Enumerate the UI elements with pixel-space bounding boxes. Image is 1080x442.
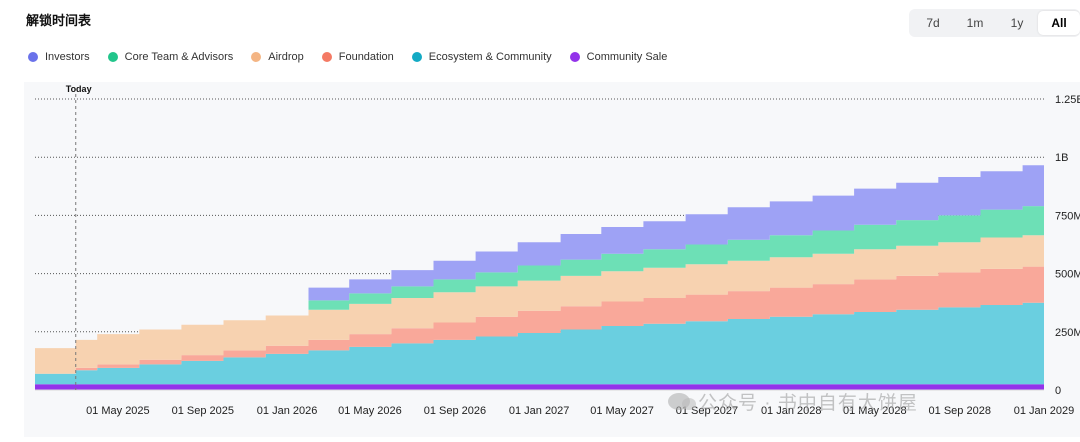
legend-label: Investors bbox=[45, 51, 90, 63]
page-title: 解锁时间表 bbox=[26, 13, 92, 28]
chart-legend: Investors Core Team & Advisors Airdrop Foun… bbox=[28, 51, 685, 63]
legend-item-core-team-and-advisors[interactable]: Core Team & Advisors bbox=[107, 51, 234, 63]
x-tick-label: 01 May 2026 bbox=[338, 405, 402, 417]
legend-dot bbox=[251, 52, 262, 62]
tab-all[interactable]: All bbox=[1038, 11, 1080, 35]
unlock-schedule-chart: 0 250M 500M 750M 1B 1.25B Today 01 May 2025 01 S… bbox=[35, 84, 1080, 417]
x-tick-label: 01 Jan 2027 bbox=[509, 405, 570, 417]
legend-label: Ecosystem & Community bbox=[428, 51, 552, 63]
x-tick-label: 01 May 2025 bbox=[86, 405, 150, 417]
x-tick-label: 01 Sep 2027 bbox=[676, 405, 738, 417]
tab-1y[interactable]: 1y bbox=[1010, 16, 1024, 30]
legend-item-foundation[interactable]: Foundation bbox=[321, 51, 394, 63]
x-tick-label: 01 May 2027 bbox=[590, 405, 654, 417]
legend-item-airdrop[interactable]: Airdrop bbox=[251, 51, 304, 63]
x-tick-label: 01 Jan 2028 bbox=[761, 405, 822, 417]
today-label: Today bbox=[66, 84, 92, 94]
legend-label: Foundation bbox=[338, 51, 394, 63]
chart-panel: 0 250M 500M 750M 1B 1.25B Today 01 May 2025 01 S… bbox=[24, 82, 1080, 437]
tab-7d[interactable]: 7d bbox=[926, 16, 940, 30]
x-tick-label: 01 Jan 2029 bbox=[1014, 405, 1075, 417]
x-tick-label: 01 Sep 2025 bbox=[172, 405, 234, 417]
legend-dot bbox=[107, 52, 118, 62]
x-tick-label: 01 Jan 2026 bbox=[257, 405, 318, 417]
y-tick-label: 1B bbox=[1055, 152, 1068, 164]
series-area-foundation bbox=[35, 266, 1044, 374]
series-area-core-team-and-advisors bbox=[35, 206, 1044, 349]
legend-dot bbox=[28, 52, 38, 62]
series-area-community-sale bbox=[35, 384, 1044, 390]
y-tick-label: 0 bbox=[1055, 385, 1061, 397]
legend-dot bbox=[411, 52, 422, 62]
legend-item-ecosystem-and-community[interactable]: Ecosystem & Community bbox=[411, 51, 552, 63]
legend-label: Core Team & Advisors bbox=[124, 51, 234, 63]
series-area-investors bbox=[35, 165, 1044, 349]
legend-item-community-sale[interactable]: Community Sale bbox=[569, 51, 668, 63]
y-tick-label: 1.25B bbox=[1055, 94, 1080, 106]
y-tick-label: 250M bbox=[1055, 327, 1080, 339]
time-range-tabs: 7d 1m 1y All bbox=[909, 9, 1080, 37]
x-tick-label: 01 Sep 2026 bbox=[424, 405, 486, 417]
legend-label: Airdrop bbox=[268, 51, 304, 63]
legend-item-investors[interactable]: Investors bbox=[28, 51, 90, 63]
x-tick-label: 01 Sep 2028 bbox=[929, 405, 991, 417]
y-tick-label: 500M bbox=[1055, 269, 1080, 281]
tab-1m[interactable]: 1m bbox=[966, 16, 984, 30]
series-area-airdrop bbox=[35, 235, 1044, 374]
y-tick-label: 750M bbox=[1055, 210, 1080, 222]
series-area-ecosystem-and-community bbox=[35, 302, 1044, 385]
legend-dot bbox=[569, 52, 580, 62]
x-tick-label: 01 May 2028 bbox=[843, 405, 907, 417]
legend-dot bbox=[321, 52, 332, 62]
legend-label: Community Sale bbox=[586, 51, 668, 63]
